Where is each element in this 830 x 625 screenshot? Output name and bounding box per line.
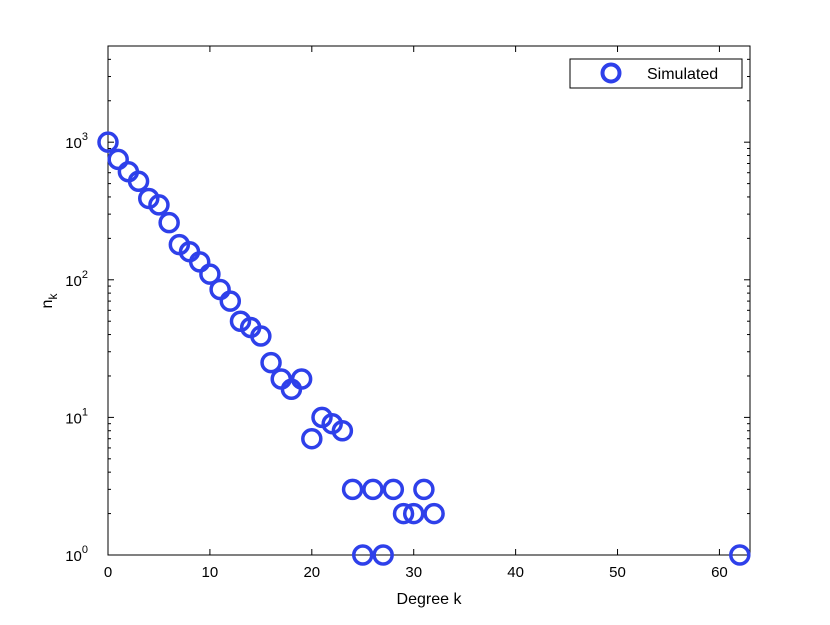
x-tick-label: 40	[507, 564, 524, 581]
y-axis-label-subscript: k	[46, 293, 60, 300]
legend-marker-circle	[600, 62, 622, 84]
data-point	[290, 368, 313, 390]
data-point	[331, 419, 354, 442]
x-axis: 0 10 20 30 40 50 60	[104, 46, 728, 581]
data-point	[372, 544, 394, 566]
y-axis: 100 101 102 103	[65, 58, 750, 565]
x-axis-label: Degree k	[397, 591, 463, 608]
data-point	[362, 478, 384, 501]
data-point	[158, 211, 180, 234]
data-point	[341, 478, 364, 501]
data-point	[413, 478, 435, 501]
x-tick-label: 20	[303, 564, 320, 581]
y-tick-label: 100	[65, 544, 88, 565]
data-point	[382, 478, 405, 501]
plot-area	[107, 45, 751, 556]
data-point	[250, 325, 272, 347]
data-point	[199, 263, 221, 285]
data-point	[392, 502, 415, 525]
data-point	[352, 544, 374, 566]
data-points	[97, 131, 751, 566]
data-point	[148, 194, 170, 216]
data-point	[260, 351, 282, 374]
legend-box	[569, 58, 743, 89]
x-tick-label: 30	[405, 564, 422, 581]
data-point	[402, 502, 425, 525]
y-axis-label-main: n	[39, 300, 56, 309]
data-point	[97, 131, 119, 153]
x-tick-label: 50	[609, 564, 626, 581]
legend-label: Simulated	[647, 66, 718, 83]
x-tick-label: 0	[104, 564, 112, 581]
y-tick-label: 103	[65, 131, 88, 152]
x-tick-label: 60	[711, 564, 728, 581]
y-tick-label: 101	[65, 406, 88, 427]
x-tick-label: 10	[202, 564, 219, 581]
legend: Simulated	[569, 58, 743, 89]
data-point	[127, 170, 150, 193]
y-axis-label: nk	[39, 293, 60, 309]
y-tick-label: 102	[65, 269, 88, 290]
data-point	[301, 427, 323, 450]
data-point	[423, 502, 445, 525]
data-point	[729, 544, 751, 566]
data-point	[219, 290, 242, 312]
